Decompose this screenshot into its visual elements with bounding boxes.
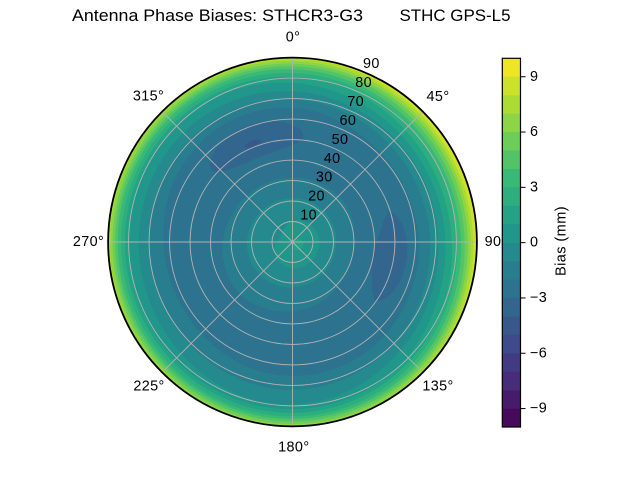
- svg-text:STHC GPS-L5: STHC GPS-L5: [400, 6, 511, 25]
- svg-text:20: 20: [308, 189, 325, 205]
- svg-text:9: 9: [530, 69, 538, 85]
- svg-text:0°: 0°: [286, 29, 301, 45]
- svg-text:−3: −3: [530, 290, 547, 306]
- svg-text:−9: −9: [530, 401, 547, 417]
- svg-text:135°: 135°: [422, 378, 453, 394]
- svg-text:−6: −6: [530, 345, 547, 361]
- svg-text:10: 10: [300, 208, 317, 224]
- svg-text:80: 80: [355, 75, 372, 91]
- svg-text:30: 30: [316, 170, 333, 186]
- svg-text:70: 70: [347, 94, 364, 110]
- svg-text:45°: 45°: [427, 89, 450, 105]
- svg-text:270°: 270°: [73, 234, 104, 250]
- svg-text:50: 50: [332, 132, 349, 148]
- svg-text:60: 60: [339, 113, 356, 129]
- svg-text:6: 6: [530, 124, 538, 140]
- svg-text:Bias (mm): Bias (mm): [553, 206, 569, 276]
- svg-text:0: 0: [530, 235, 538, 251]
- svg-text:225°: 225°: [133, 378, 164, 394]
- svg-text:180°: 180°: [278, 439, 309, 455]
- svg-text:90: 90: [363, 56, 380, 72]
- svg-text:3: 3: [530, 179, 538, 195]
- svg-text:315°: 315°: [133, 88, 164, 104]
- svg-text:90: 90: [485, 234, 502, 250]
- svg-text:40: 40: [324, 151, 341, 167]
- svg-text:Antenna Phase Biases: STHCR3-G: Antenna Phase Biases: STHCR3-G3: [72, 6, 363, 25]
